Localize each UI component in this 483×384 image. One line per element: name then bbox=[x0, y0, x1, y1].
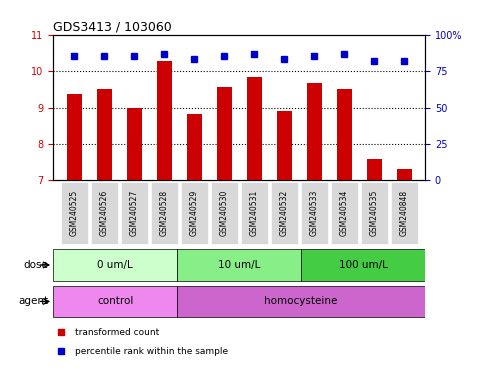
Text: control: control bbox=[97, 296, 133, 306]
FancyBboxPatch shape bbox=[151, 182, 178, 245]
FancyBboxPatch shape bbox=[300, 182, 327, 245]
Text: GSM240530: GSM240530 bbox=[220, 190, 228, 236]
Text: GSM240525: GSM240525 bbox=[70, 190, 79, 236]
Text: GSM240532: GSM240532 bbox=[280, 190, 288, 236]
FancyBboxPatch shape bbox=[241, 182, 268, 245]
Text: GSM240528: GSM240528 bbox=[159, 190, 169, 236]
Text: GDS3413 / 103060: GDS3413 / 103060 bbox=[53, 20, 172, 33]
Text: dose: dose bbox=[23, 260, 48, 270]
Bar bbox=[177, 250, 301, 280]
Text: 10 um/L: 10 um/L bbox=[218, 260, 260, 270]
Text: 0 um/L: 0 um/L bbox=[97, 260, 133, 270]
Text: GSM240531: GSM240531 bbox=[250, 190, 258, 236]
Text: transformed count: transformed count bbox=[75, 328, 160, 337]
Text: homocysteine: homocysteine bbox=[264, 296, 338, 306]
Bar bbox=[67, 94, 82, 180]
Bar bbox=[247, 77, 262, 180]
Text: GSM240848: GSM240848 bbox=[399, 190, 409, 236]
Bar bbox=[53, 286, 177, 317]
FancyBboxPatch shape bbox=[91, 182, 118, 245]
Text: GSM240535: GSM240535 bbox=[369, 190, 379, 236]
Text: percentile rank within the sample: percentile rank within the sample bbox=[75, 347, 228, 356]
Bar bbox=[307, 83, 322, 180]
Bar bbox=[186, 114, 201, 180]
Text: GSM240534: GSM240534 bbox=[340, 190, 349, 236]
Bar bbox=[397, 169, 412, 180]
Bar bbox=[97, 89, 112, 180]
Bar bbox=[216, 87, 231, 180]
Bar bbox=[127, 108, 142, 180]
Bar bbox=[277, 111, 292, 180]
FancyBboxPatch shape bbox=[330, 182, 357, 245]
Text: GSM240527: GSM240527 bbox=[129, 190, 139, 236]
Bar bbox=[301, 250, 425, 280]
Text: GSM240529: GSM240529 bbox=[190, 190, 199, 236]
Text: GSM240533: GSM240533 bbox=[310, 190, 319, 236]
Bar bbox=[367, 159, 382, 180]
Bar bbox=[53, 250, 177, 280]
Text: agent: agent bbox=[18, 296, 48, 306]
FancyBboxPatch shape bbox=[211, 182, 238, 245]
FancyBboxPatch shape bbox=[61, 182, 87, 245]
Text: 100 um/L: 100 um/L bbox=[339, 260, 387, 270]
Text: GSM240526: GSM240526 bbox=[99, 190, 109, 236]
FancyBboxPatch shape bbox=[121, 182, 148, 245]
FancyBboxPatch shape bbox=[360, 182, 387, 245]
Bar bbox=[156, 61, 171, 180]
Bar bbox=[337, 89, 352, 180]
FancyBboxPatch shape bbox=[270, 182, 298, 245]
Bar bbox=[177, 286, 425, 317]
FancyBboxPatch shape bbox=[181, 182, 208, 245]
FancyBboxPatch shape bbox=[391, 182, 417, 245]
